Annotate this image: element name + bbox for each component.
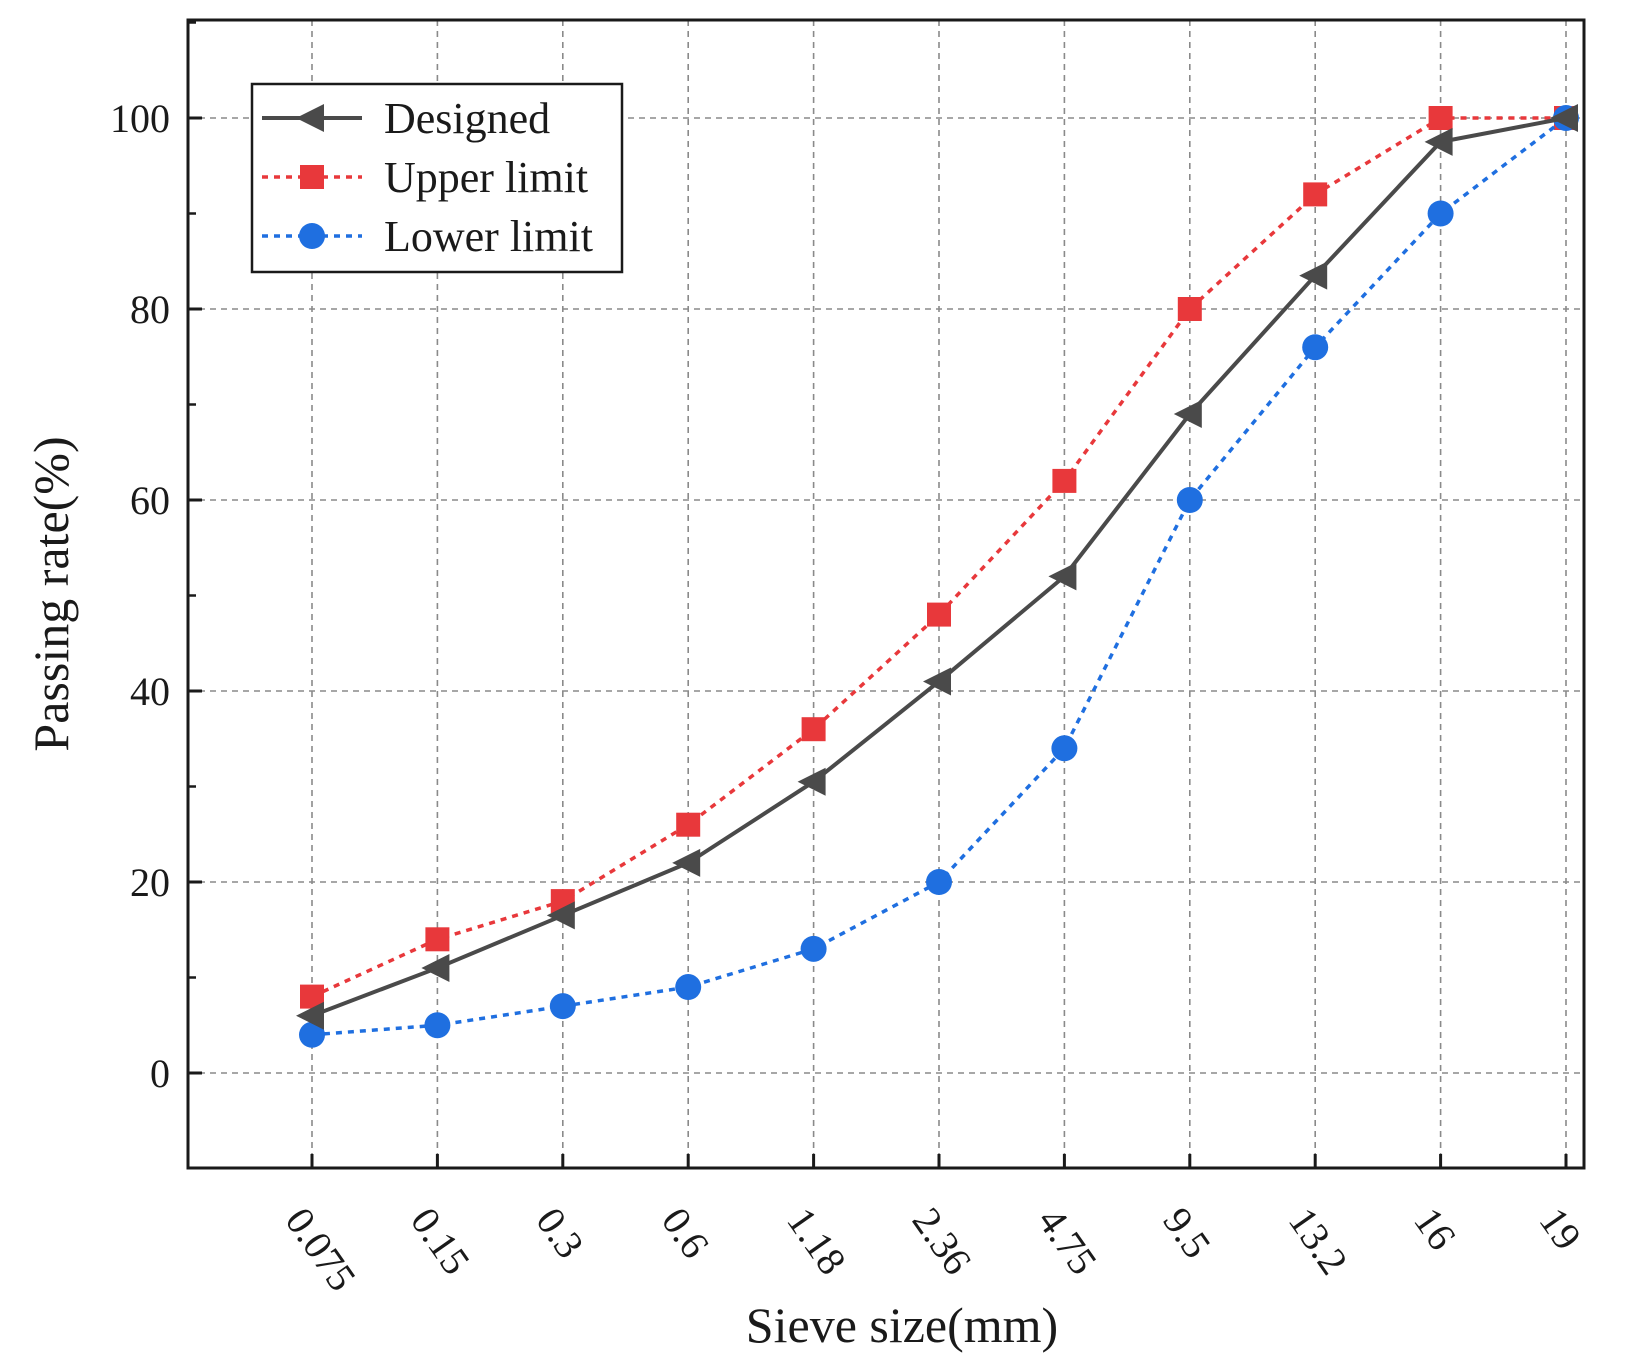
- x-tick-label: 4.75: [1029, 1199, 1106, 1282]
- x-tick-label: 16: [1405, 1199, 1465, 1258]
- legend-label-upper-limit: Upper limit: [384, 153, 588, 202]
- data-point-lower-limit: [424, 1012, 451, 1039]
- series-lower-limit: [299, 105, 1579, 1048]
- data-point-designed: [1173, 400, 1202, 429]
- plot-frame: [186, 18, 1586, 1170]
- data-point-upper-limit: [676, 812, 701, 837]
- data-point-designed: [1550, 104, 1578, 132]
- y-axis-title: Passing rate(%): [23, 436, 79, 751]
- x-tick-label: 13.2: [1280, 1199, 1357, 1282]
- x-axis-title: Sieve size(mm): [746, 1297, 1058, 1353]
- x-tick-label: 9.5: [1154, 1199, 1220, 1266]
- data-point-designed: [296, 1001, 324, 1030]
- data-point-lower-limit: [926, 869, 952, 895]
- x-tick-label: 0.075: [277, 1199, 365, 1299]
- x-tick-label: 19: [1531, 1199, 1591, 1258]
- y-tick-label: 20: [130, 860, 170, 905]
- legend-marker-lower-limit: [299, 223, 325, 249]
- y-tick-label: 80: [130, 287, 170, 332]
- x-tick-label: 0.6: [653, 1199, 719, 1266]
- legend-label-lower-limit: Lower limit: [384, 212, 593, 261]
- legend: Designed Upper limit Lower limit: [250, 82, 624, 274]
- data-point-designed: [672, 848, 701, 877]
- data-point-lower-limit: [1176, 487, 1203, 513]
- series-line-upper-limit: [311, 116, 1566, 999]
- x-tick-label: 1.18: [778, 1199, 855, 1282]
- series-layer: [296, 104, 1579, 1048]
- legend-label-designed: Designed: [384, 94, 550, 143]
- data-point-upper-limit: [927, 602, 951, 627]
- data-point-designed: [1424, 127, 1453, 156]
- data-point-lower-limit: [800, 935, 827, 962]
- data-point-designed: [1299, 261, 1328, 290]
- data-point-designed: [797, 767, 826, 796]
- series-designed: [296, 104, 1578, 1030]
- x-tick-label: 0.15: [402, 1199, 479, 1282]
- data-point-upper-limit: [1177, 297, 1202, 321]
- legend-marker-designed: [296, 104, 324, 132]
- y-tick-label: 60: [130, 478, 170, 523]
- data-point-lower-limit: [675, 974, 702, 1001]
- data-point-lower-limit: [1427, 200, 1454, 227]
- y-tick-label: 0: [150, 1051, 170, 1096]
- x-tick-label: 0.3: [527, 1199, 593, 1266]
- data-point-upper-limit: [425, 927, 450, 952]
- data-point-lower-limit: [1051, 735, 1078, 762]
- y-tick-label: 40: [130, 669, 170, 714]
- legend-marker-upper-limit: [300, 165, 324, 189]
- x-tick-label: 2.36: [904, 1199, 981, 1282]
- data-point-upper-limit: [1303, 182, 1328, 207]
- data-point-lower-limit: [549, 993, 576, 1020]
- data-point-designed: [421, 953, 450, 982]
- data-point-upper-limit: [801, 717, 826, 742]
- data-point-lower-limit: [1302, 334, 1329, 361]
- y-tick-label: 100: [110, 96, 170, 141]
- data-point-lower-limit: [299, 1021, 325, 1048]
- data-point-upper-limit: [1052, 468, 1077, 493]
- data-point-designed: [1048, 562, 1077, 591]
- data-point-designed: [546, 901, 575, 930]
- data-point-upper-limit: [1428, 106, 1453, 130]
- grid-lines: [188, 20, 1584, 1168]
- series-upper-limit: [300, 106, 1578, 1009]
- data-point-designed: [923, 667, 951, 696]
